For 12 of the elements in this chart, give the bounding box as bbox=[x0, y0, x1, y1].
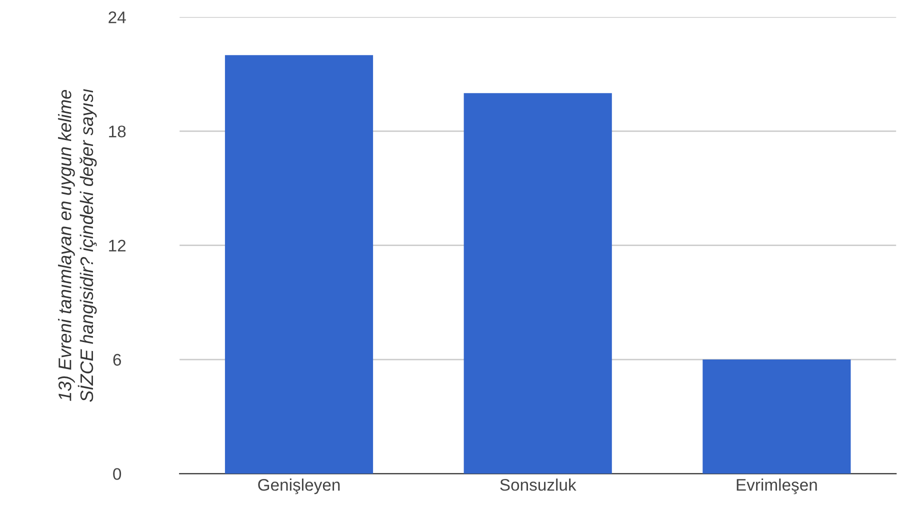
bar bbox=[464, 93, 612, 474]
y-tick-label: 0 bbox=[113, 468, 122, 480]
x-tick-label: Sonsuzluk bbox=[500, 478, 576, 491]
y-tick-label: 24 bbox=[108, 11, 126, 24]
y-axis-title: 13) Evreni tanımlayan en uygun kelime SİZCE hangisidir? içindeki değer sayısı bbox=[58, 89, 97, 402]
y-tick-label: 12 bbox=[109, 240, 126, 252]
bar bbox=[702, 360, 851, 474]
y-tick-label: 6 bbox=[113, 354, 121, 366]
x-tick-label: Genişleyen bbox=[258, 478, 340, 494]
x-tick-label: Evrimleşen bbox=[736, 478, 817, 494]
y-tick-label: 18 bbox=[109, 126, 126, 138]
bar bbox=[224, 55, 374, 474]
